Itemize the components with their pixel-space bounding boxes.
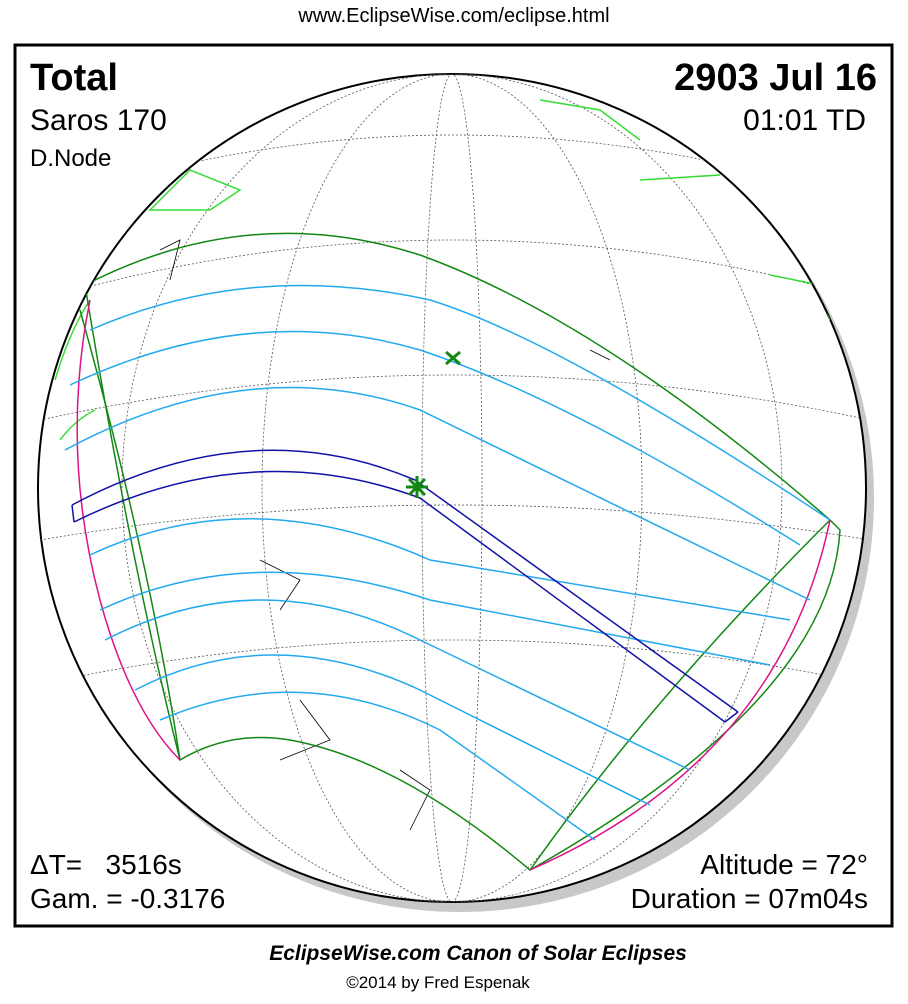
greatest-duration-marker — [445, 350, 461, 366]
gamma: Gam. = -0.3176 — [30, 883, 225, 914]
copyright: ©2014 by Fred Espenak — [346, 973, 530, 992]
url: www.EclipseWise.com/eclipse.html — [297, 5, 609, 27]
saros: Saros 170 — [30, 104, 167, 137]
altitude: Altitude = 72° — [700, 849, 868, 880]
duration: Duration = 07m04s — [631, 883, 868, 914]
greatest-eclipse-marker — [406, 476, 428, 498]
eclipse-type: Total — [30, 57, 118, 99]
node: D.Node — [30, 145, 111, 172]
date: 2903 Jul 16 — [674, 57, 877, 99]
delta-t: ΔT= 3516s — [30, 849, 182, 880]
frame — [13, 43, 894, 928]
eclipse-paths — [54, 99, 841, 871]
time: 01:01 TD — [743, 104, 866, 137]
footer-title: EclipseWise.com Canon of Solar Eclipses — [269, 942, 687, 965]
